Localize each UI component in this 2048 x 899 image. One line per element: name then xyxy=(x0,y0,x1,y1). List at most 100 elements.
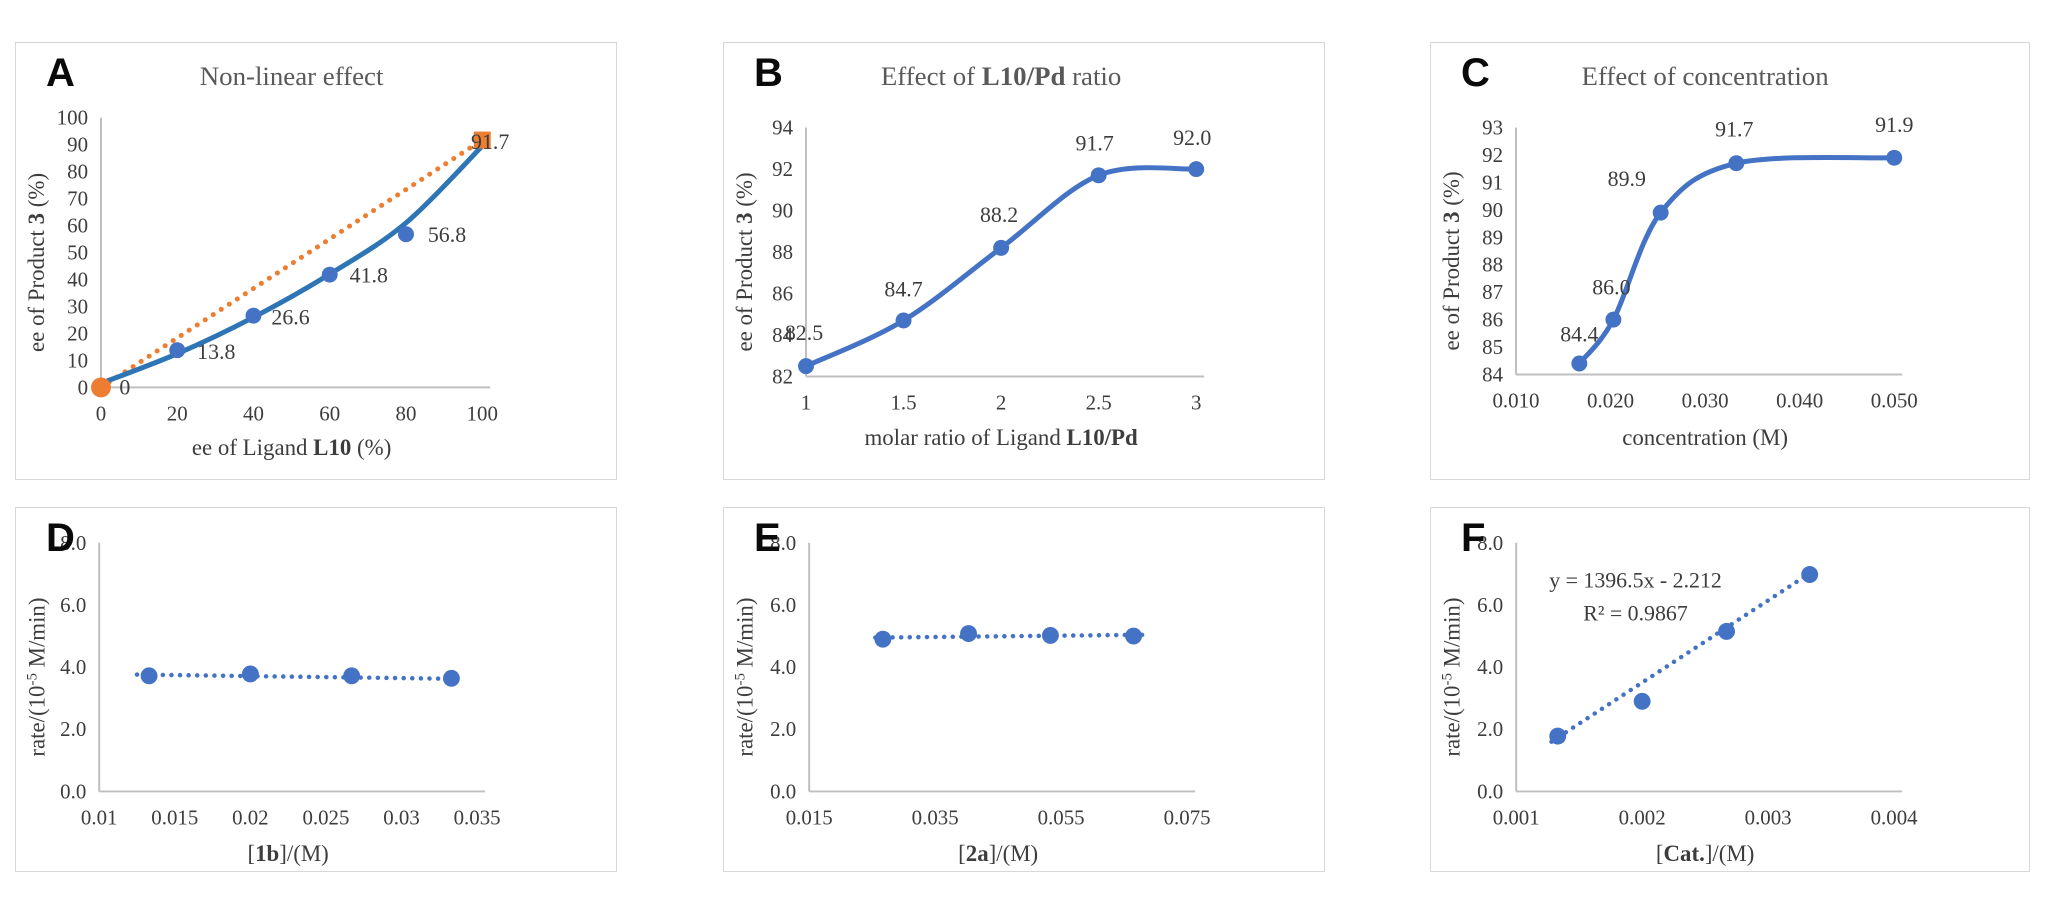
data-point-label: 91.7 xyxy=(471,129,509,154)
x-axis-title: molar ratio of Ligand L10/Pd xyxy=(865,425,1138,450)
x-tick-label: 0.025 xyxy=(302,805,349,829)
y-tick-label: 90 xyxy=(772,199,793,223)
y-tick-label: 88 xyxy=(1482,253,1503,277)
y-tick-label: 4.0 xyxy=(1477,655,1503,679)
y-tick-label: 4.0 xyxy=(60,655,86,679)
ee-vs-concentration-points-marker xyxy=(1571,355,1588,372)
y-axis-title: ee of Product 3 (%) xyxy=(1439,171,1464,350)
rate-vs-cat-points-marker xyxy=(1633,692,1651,710)
y-tick-label: 6.0 xyxy=(770,593,796,617)
x-tick-label: 0.035 xyxy=(912,805,959,829)
data-point-label: 92.0 xyxy=(1173,125,1211,150)
data-point-label: 41.8 xyxy=(350,263,388,288)
rate-trend-line xyxy=(873,632,1146,640)
ee-vs-concentration-points-marker xyxy=(1728,155,1745,172)
data-point-label: 84.7 xyxy=(884,277,922,302)
rate-vs-2a-points-marker xyxy=(874,630,892,648)
y-tick-label: 85 xyxy=(1482,335,1503,359)
nonlinear-trend-curve xyxy=(98,143,485,386)
x-tick-label: 0.040 xyxy=(1776,388,1823,412)
x-tick-label: 100 xyxy=(467,401,498,425)
x-tick-label: 0.015 xyxy=(151,805,198,829)
data-point-label: 91.7 xyxy=(1076,130,1114,155)
chart-B-ratio-effect: 82 84 86 88 90 92 94 1 1.5 2 2.5 3 ee of Product 3 (… xyxy=(732,61,1211,450)
x-axis-title: [1b]/(M) xyxy=(248,841,329,866)
data-point-label: 88.2 xyxy=(980,202,1018,227)
fit-equation-line: y = 1396.5x - 2.212 xyxy=(1549,569,1722,593)
data-point-label: 56.8 xyxy=(428,222,466,247)
linear-endpoint-square-marker xyxy=(473,131,491,149)
panel-letter-F: F xyxy=(1461,516,1486,560)
ee-vs-concentration-points-marker xyxy=(1605,311,1622,328)
rate-vs-cat-points-marker xyxy=(1549,727,1567,745)
panel-letter-C: C xyxy=(1461,51,1490,95)
y-tick-label: 87 xyxy=(1482,280,1503,304)
rate-trend-line xyxy=(134,672,465,682)
x-tick-label: 0.03 xyxy=(383,805,420,829)
y-tick-label: 2.0 xyxy=(770,717,796,741)
y-tick-label: 88 xyxy=(772,240,793,264)
y-tick-label: 40 xyxy=(67,267,88,291)
rate-vs-cat-points-marker xyxy=(1801,566,1819,583)
x-tick-label: 0.003 xyxy=(1745,805,1792,829)
y-tick-label: 86 xyxy=(772,281,793,305)
panel-letter-B: B xyxy=(754,51,783,95)
y-tick-label: 50 xyxy=(67,241,88,265)
rate-vs-2a-points-marker xyxy=(960,625,977,643)
y-tick-label: 8.0 xyxy=(1477,531,1503,555)
y-tick-label: 84 xyxy=(1482,362,1503,386)
racemic-origin-point-marker xyxy=(91,377,111,398)
y-tick-label: 6.0 xyxy=(1477,593,1503,617)
x-tick-label: 0.030 xyxy=(1682,388,1729,412)
x-tick-label: 0.01 xyxy=(81,805,118,829)
ee-vs-ratio-points-marker xyxy=(993,239,1010,256)
data-point-label: 91.7 xyxy=(1715,116,1753,141)
data-point-label: 89.9 xyxy=(1608,166,1646,191)
y-tick-label: 2.0 xyxy=(1477,717,1503,741)
chart-F-rate-vs-cat: 0.0 2.0 4.0 6.0 8.0 0.001 0.002 0.003 0.004 rate/… xyxy=(1439,531,1918,866)
y-tick-label: 8.0 xyxy=(60,531,86,555)
product-ee-points-marker xyxy=(398,226,414,243)
chart-D-rate-vs-1b: 0.0 2.0 4.0 6.0 8.0 0.01 0.015 0.02 0.025 0.03 0.0… xyxy=(24,531,500,866)
chart-title: Effect of concentration xyxy=(1582,61,1830,91)
y-tick-label: 84 xyxy=(772,323,793,347)
ee-vs-ratio-curve xyxy=(803,165,1199,369)
y-tick-label: 90 xyxy=(67,133,88,157)
data-point-label: 82.5 xyxy=(785,320,823,345)
ee-vs-concentration-points-marker xyxy=(1886,149,1903,166)
x-axis-title: [Cat.]/(M) xyxy=(1656,841,1754,866)
x-tick-label: 80 xyxy=(396,401,417,425)
y-tick-label: 10 xyxy=(67,348,88,372)
x-tick-label: 1.5 xyxy=(890,390,916,414)
x-tick-label: 0.02 xyxy=(232,805,269,829)
chart-title: Effect of L10/Pd ratio xyxy=(881,61,1121,91)
y-tick-label: 92 xyxy=(1482,143,1503,167)
x-tick-label: 0.055 xyxy=(1038,805,1085,829)
y-tick-label: 92 xyxy=(772,157,793,181)
panel-letter-A: A xyxy=(46,51,75,95)
rate-vs-1b-points-marker xyxy=(140,667,158,685)
y-axis-title: rate/(10-5 M/min) xyxy=(24,598,49,757)
x-tick-label: 0.050 xyxy=(1871,388,1918,412)
y-tick-label: 93 xyxy=(1482,116,1503,140)
panel-E-rate-vs-2a: E 0.0 2.0 4.0 6.0 8.0 0.015 0.035 0.055 0.075 rat… xyxy=(723,507,1325,872)
ee-vs-ratio-points-marker xyxy=(1090,167,1107,184)
y-tick-label: 30 xyxy=(67,294,88,318)
data-point-label: 0 xyxy=(119,374,130,399)
data-point-label: 86.0 xyxy=(1592,275,1630,300)
y-axis-title: ee of Product 3 (%) xyxy=(24,173,49,352)
y-tick-label: 100 xyxy=(57,106,88,130)
y-tick-label: 70 xyxy=(67,187,88,211)
y-axis-title: ee of Product 3 (%) xyxy=(732,172,757,351)
linear-reference-line xyxy=(98,137,485,390)
panel-letter-E: E xyxy=(754,516,781,560)
ee-vs-ratio-points-marker xyxy=(1188,161,1205,178)
rate-vs-cat-points-marker xyxy=(1718,622,1736,640)
rate-vs-1b-points-marker xyxy=(343,667,361,685)
y-tick-label: 0.0 xyxy=(770,779,796,803)
panel-C-concentration-effect: C 84 85 86 87 88 89 90 91 92 93 0.010 0.020 0.030 0.0… xyxy=(1430,42,2030,480)
rate-vs-2a-points-marker xyxy=(1125,627,1143,645)
x-tick-label: 0.002 xyxy=(1619,805,1666,829)
y-tick-label: 6.0 xyxy=(60,593,86,617)
